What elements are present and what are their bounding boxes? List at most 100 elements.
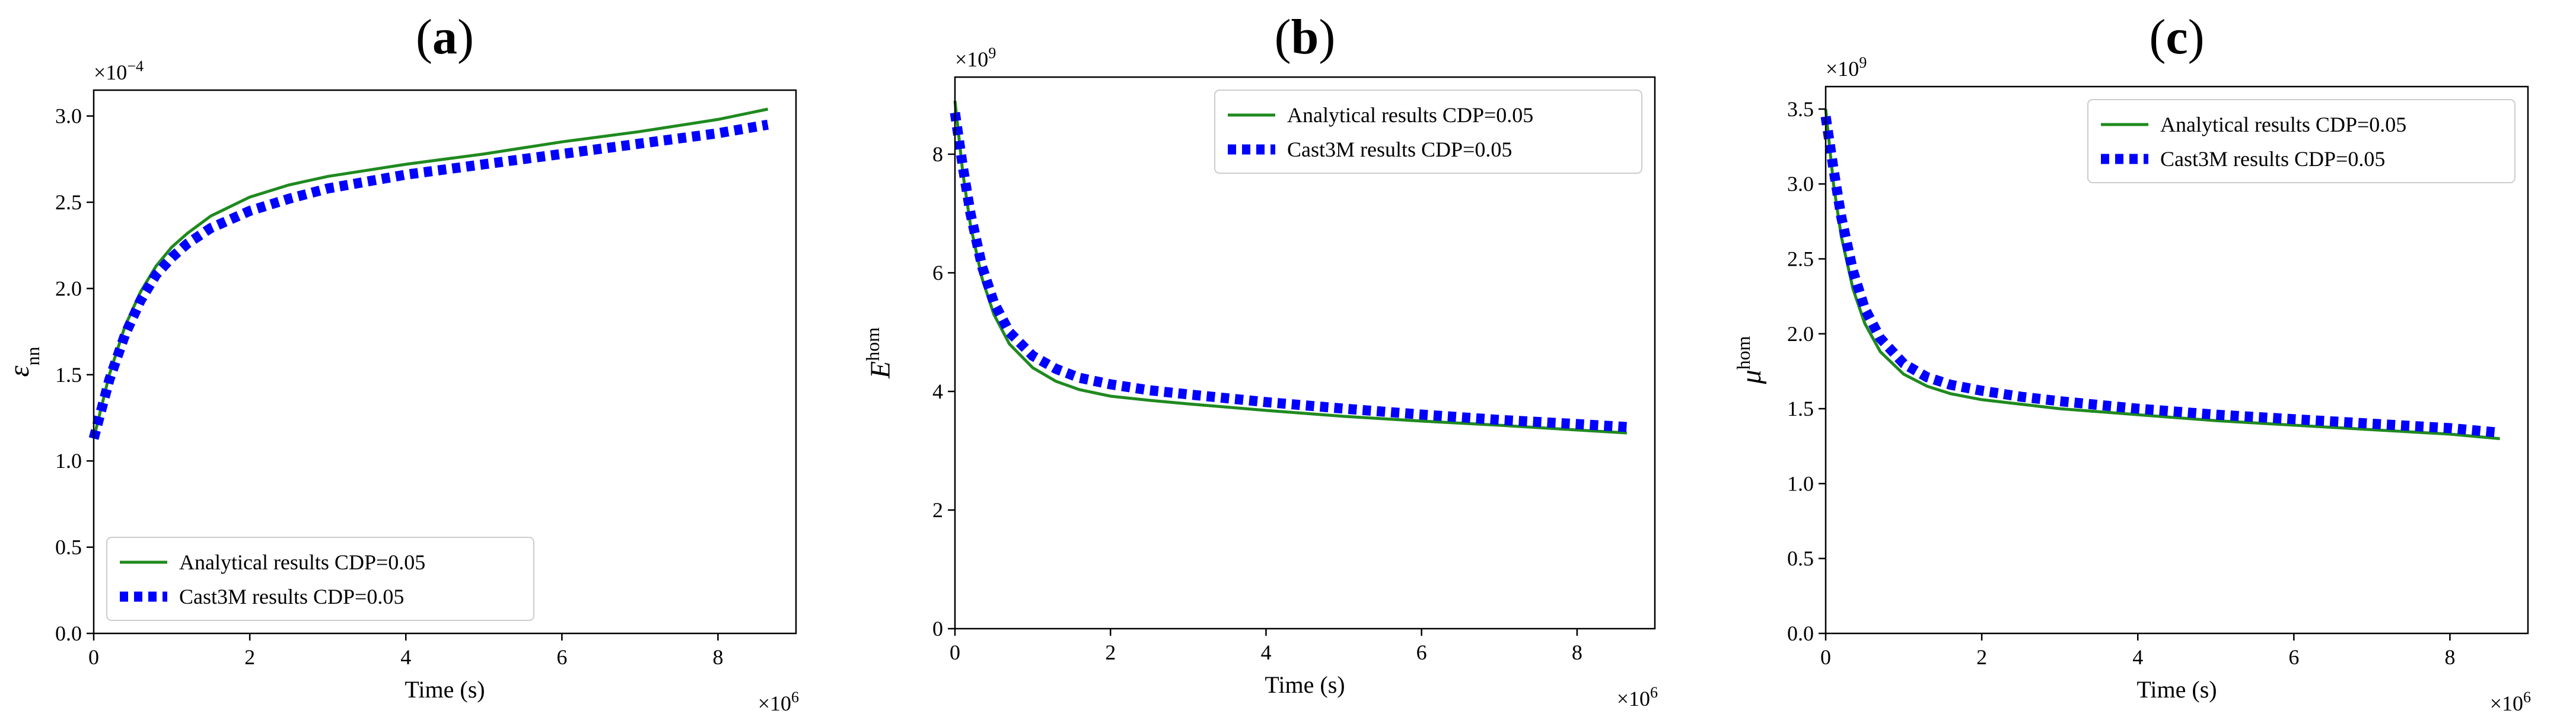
y-tick-label: 1.0 (55, 449, 82, 473)
panel-title: (a) (416, 9, 474, 65)
x-tick-label: 6 (1416, 641, 1427, 664)
y-exponent-label-part: 9 (988, 44, 996, 62)
y-tick-label: 1.0 (1787, 471, 1814, 495)
x-exponent-label-part: ×10 (758, 692, 791, 715)
panel-title-part: b (1291, 9, 1319, 65)
panel-title: (b) (1275, 9, 1336, 65)
legend-box (2087, 99, 2515, 183)
y-exponent-label-part: ×10 (1826, 57, 1859, 81)
y-tick-label: 0.0 (55, 622, 82, 645)
y-axis-label-main: E (865, 361, 896, 379)
x-exponent-label-part: 6 (791, 689, 799, 706)
legend: Analytical results CDP=0.05 Cast3M result… (1214, 90, 1642, 174)
x-tick-label: 6 (2288, 645, 2299, 669)
x-tick-label: 2 (1976, 645, 1987, 669)
x-tick-label: 0 (950, 641, 960, 664)
series-cast3m-line (1820, 116, 2501, 438)
y-exponent-label-part: 9 (1859, 54, 1867, 71)
y-axis-label-sub: hom (1733, 336, 1754, 369)
x-axis-label: Time (s) (405, 676, 485, 703)
y-tick-label: 0 (932, 617, 943, 641)
panel-title: (c) (2149, 9, 2204, 65)
y-axis-label-sub: nn (22, 347, 43, 366)
y-tick-label: 1.5 (1787, 397, 1814, 420)
plot-frame (954, 76, 1656, 630)
legend-entry-label: Analytical results CDP=0.05 (179, 550, 425, 574)
y-tick-label: 0.5 (1787, 547, 1814, 571)
panel-title-part: ( (416, 9, 432, 65)
y-axis-label: Ehom (862, 327, 896, 379)
y-axis-label-sub: hom (862, 327, 883, 361)
y-tick-label: 6 (932, 261, 943, 285)
x-tick-label: 4 (1260, 641, 1271, 664)
panel-title-part: ) (2188, 9, 2205, 65)
x-tick-label: 6 (556, 645, 567, 669)
legend-entry-label: Cast3M results CDP=0.05 (179, 585, 404, 609)
x-tick-label: 4 (2132, 645, 2143, 669)
x-exponent-label-part: 6 (2523, 689, 2531, 706)
plot-frame (93, 89, 797, 635)
panel-title-part: ( (1275, 9, 1291, 65)
legend-box (1214, 90, 1642, 174)
y-tick-label: 2.5 (55, 190, 82, 214)
y-tick-label: 0.5 (55, 536, 82, 559)
chart-panel-c: (c) 0 2 4 6 8 0.0 0.5 1.0 1.5 2.0 2.5 3.0 3.5 Time (s)… (1733, 9, 2531, 715)
x-tick-label: 0 (88, 645, 99, 669)
x-tick-label: 4 (400, 645, 411, 669)
x-axis-label: Time (s) (1265, 671, 1345, 698)
y-tick-label: 1.5 (55, 363, 82, 387)
y-tick-label: 0.0 (1787, 622, 1814, 645)
x-tick-label: 2 (1105, 641, 1116, 664)
y-exponent-label: ×10−4 (94, 58, 144, 85)
panel-title-part: c (2166, 9, 2187, 65)
y-tick-label: 8 (932, 142, 943, 166)
legend-entry-label: Analytical results CDP=0.05 (1287, 103, 1533, 127)
legend-entry-label: Analytical results CDP=0.05 (2160, 113, 2406, 136)
y-tick-label: 3.5 (1787, 97, 1814, 121)
y-exponent-label: ×109 (955, 44, 996, 72)
panel-title-part: ) (457, 9, 474, 65)
y-tick-label: 2.0 (55, 276, 82, 300)
x-tick-label: 2 (244, 645, 255, 669)
panel-title-part: ( (2149, 9, 2166, 65)
series-analytical-line (92, 107, 769, 439)
x-exponent-label-part: 6 (1650, 684, 1658, 701)
y-exponent-label: ×109 (1826, 54, 1867, 81)
y-tick-label: 2.0 (1787, 322, 1814, 346)
panel-title-part: ) (1319, 9, 1335, 65)
y-tick-label: 4 (932, 380, 943, 403)
y-exponent-label-part: ×10 (955, 47, 988, 71)
legend: Analytical results CDP=0.05 Cast3M result… (2087, 99, 2515, 183)
panel-title-part: a (432, 9, 457, 65)
y-tick-label: 3.0 (1787, 172, 1814, 196)
y-exponent-label-part: −4 (127, 58, 144, 75)
x-exponent-label: ×106 (1617, 684, 1658, 711)
series-analytical-line (1824, 109, 2500, 441)
y-exponent-label-part: ×10 (94, 60, 127, 84)
series-cast3m-line (88, 119, 769, 440)
legend-entry-label: Cast3M results CDP=0.05 (1287, 138, 1512, 161)
x-tick-label: 8 (1572, 641, 1582, 664)
x-exponent-label-part: ×10 (2490, 692, 2523, 715)
x-tick-label: 8 (712, 645, 723, 669)
series-cast3m-line (950, 111, 1628, 432)
legend: Analytical results CDP=0.05 Cast3M result… (106, 537, 534, 621)
chart-panel-a: (a) 0 2 4 6 8 0.0 0.5 1.0 1.5 2.0 2.5 3.0 Time (s) εnn… (4, 9, 799, 715)
y-axis-label: μhom (1733, 336, 1767, 384)
y-axis-label: εnn (4, 347, 43, 377)
x-tick-label: 0 (1820, 645, 1831, 669)
x-exponent-label-part: ×10 (1617, 687, 1650, 711)
y-tick-label: 2.5 (1787, 247, 1814, 270)
y-tick-label: 2 (932, 498, 943, 522)
y-tick-label: 3.0 (55, 104, 82, 128)
x-exponent-label: ×106 (758, 689, 799, 716)
x-exponent-label: ×106 (2490, 689, 2531, 716)
legend-entry-label: Cast3M results CDP=0.05 (2160, 147, 2385, 171)
y-axis-label-main: μ (1736, 369, 1767, 384)
legend-box (106, 537, 534, 621)
plot-frame (1824, 85, 2529, 635)
x-axis-label: Time (s) (2136, 676, 2217, 703)
x-tick-label: 8 (2444, 645, 2455, 669)
y-axis-label-main: ε (4, 365, 35, 377)
